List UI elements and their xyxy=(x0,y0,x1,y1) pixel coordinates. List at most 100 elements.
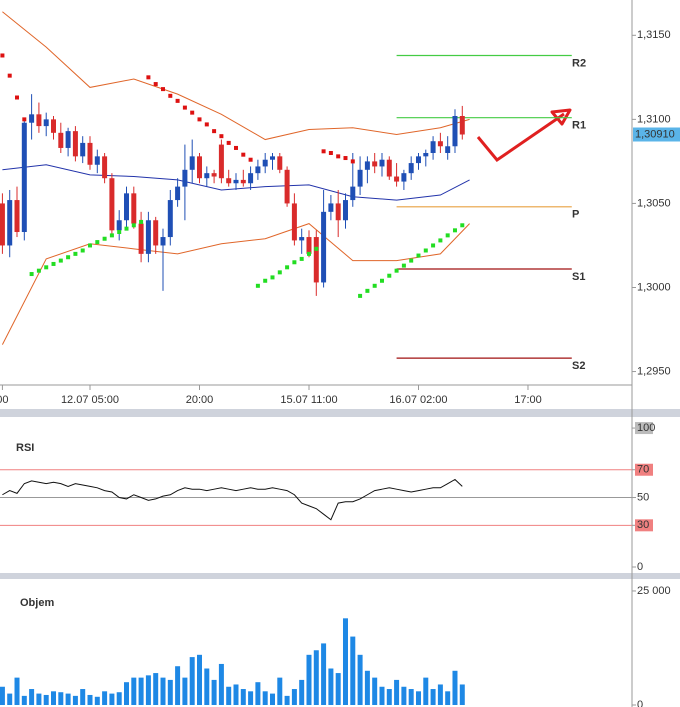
candle-body xyxy=(102,156,108,179)
volume-bar xyxy=(160,677,166,705)
y-tick-label: 25 000 xyxy=(637,585,671,597)
sar-dot xyxy=(146,75,151,80)
volume-bar xyxy=(182,677,188,705)
sar-dot xyxy=(153,82,158,87)
sar-dot xyxy=(277,270,282,275)
volume-bar xyxy=(248,691,254,705)
rsi-title: RSI xyxy=(16,442,34,454)
x-tick-label: 15.07 11:00 xyxy=(280,394,337,406)
candle-body xyxy=(248,173,254,184)
sar-dot xyxy=(409,258,414,263)
sar-dot xyxy=(306,251,311,256)
volume-bar xyxy=(394,679,400,705)
candle-body xyxy=(87,142,93,165)
sar-dot xyxy=(95,240,100,245)
volume-bar xyxy=(437,684,443,705)
candle-body xyxy=(401,173,407,182)
volume-bar xyxy=(255,682,261,705)
candle-body xyxy=(291,203,297,241)
candle-body xyxy=(321,211,327,283)
candle-body xyxy=(379,159,385,167)
volume-bar xyxy=(167,679,173,705)
volume-bar xyxy=(350,636,356,705)
volume-bar xyxy=(269,693,275,705)
current-price-box xyxy=(633,127,680,142)
sar-dot xyxy=(365,288,370,293)
volume-bar xyxy=(29,689,35,705)
sar-dot xyxy=(0,53,5,58)
sar-dot xyxy=(102,236,107,241)
candle-body xyxy=(262,159,268,167)
x-tick-label: 00 xyxy=(0,394,9,406)
candle-body xyxy=(131,193,137,224)
volume-bar xyxy=(14,677,20,705)
candle-body xyxy=(277,156,283,170)
candle-body xyxy=(452,116,458,147)
candle-body xyxy=(342,200,348,221)
candle-body xyxy=(364,161,370,170)
candle-body xyxy=(299,237,305,241)
volume-bar xyxy=(321,643,327,705)
candle-body xyxy=(153,220,159,246)
volume-bar xyxy=(36,693,42,705)
volume-bar xyxy=(313,650,319,705)
candle-body xyxy=(313,237,319,283)
candle-body xyxy=(167,200,173,238)
panel-separator xyxy=(0,409,680,417)
sar-dot xyxy=(416,253,421,258)
candle-body xyxy=(124,193,130,221)
volume-bar xyxy=(277,677,283,705)
sar-dot xyxy=(175,98,180,103)
y-tick-label: 0 xyxy=(637,699,643,707)
sar-dot xyxy=(423,248,428,253)
volume-bar xyxy=(328,668,334,705)
volume-bar xyxy=(131,677,137,705)
y-tick-label: 100 xyxy=(637,422,655,434)
volume-bar xyxy=(262,691,268,705)
candle-body xyxy=(269,156,275,160)
candle-body xyxy=(7,200,13,246)
current-price-label: 1,30910 xyxy=(635,128,675,140)
sar-dot xyxy=(372,283,377,288)
y-tick-label: 70 xyxy=(637,464,649,476)
volume-bar xyxy=(116,692,122,705)
candle-body xyxy=(430,141,436,153)
volume-bar xyxy=(445,691,451,705)
rsi-line xyxy=(2,478,463,521)
candle-body xyxy=(0,203,5,246)
volume-bar xyxy=(65,693,71,705)
volume-bar xyxy=(452,670,458,705)
sar-dot xyxy=(29,272,34,277)
candle-body xyxy=(65,131,71,148)
y-tick-label: 30 xyxy=(637,519,649,531)
sar-dot xyxy=(124,226,129,231)
x-tick-label: 17:00 xyxy=(514,394,542,406)
volume-bar xyxy=(306,654,312,705)
sar-dot xyxy=(248,157,253,162)
candle-body xyxy=(204,173,210,179)
candle-body xyxy=(72,131,78,157)
volume-bar xyxy=(342,618,348,705)
sar-dot xyxy=(88,243,93,248)
candle-body xyxy=(459,116,465,135)
candle-body xyxy=(408,163,414,174)
sar-dot xyxy=(321,149,326,154)
candle-body xyxy=(36,114,42,127)
volume-bar xyxy=(72,695,78,705)
volume-bar xyxy=(386,689,392,705)
candle-body xyxy=(437,141,443,147)
candle-body xyxy=(284,169,290,204)
candle-body xyxy=(160,237,166,246)
volume-bar xyxy=(335,673,341,705)
volume-bar xyxy=(124,682,130,705)
sar-dot xyxy=(445,233,450,238)
sar-dot xyxy=(270,275,275,280)
sar-dot xyxy=(358,293,363,298)
volume-bar xyxy=(291,689,297,705)
sar-dot xyxy=(350,159,355,164)
indicator-band xyxy=(1,223,470,345)
candle-body xyxy=(233,179,239,184)
sar-dot xyxy=(343,156,348,161)
volume-bar xyxy=(87,694,93,705)
sar-dot xyxy=(212,129,217,134)
